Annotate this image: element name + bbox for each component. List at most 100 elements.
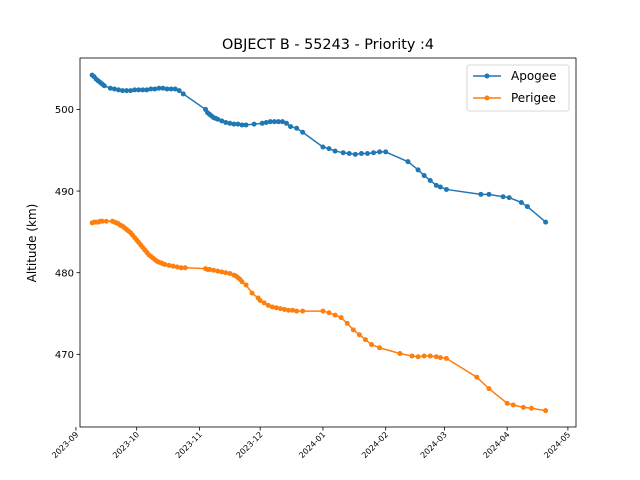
data-point-1-71 [350, 327, 356, 333]
data-point-1-85 [486, 386, 492, 392]
data-point-1-63 [290, 307, 296, 313]
data-point-0-75 [543, 219, 549, 225]
data-point-0-38 [239, 122, 245, 128]
data-point-0-24 [176, 88, 182, 94]
data-point-1-41 [207, 266, 213, 272]
data-point-0-74 [524, 204, 530, 210]
data-point-1-60 [277, 306, 283, 312]
data-point-1-35 [170, 263, 176, 269]
data-point-0-65 [427, 177, 433, 183]
data-point-0-54 [340, 150, 346, 156]
series-0 [89, 72, 549, 225]
data-point-1-81 [433, 354, 439, 360]
data-point-1-68 [332, 312, 338, 318]
data-point-0-13 [132, 87, 138, 93]
data-point-0-53 [332, 148, 338, 154]
data-point-0-11 [124, 88, 130, 94]
data-point-0-73 [518, 200, 524, 205]
data-point-0-7 [107, 85, 113, 91]
data-point-0-39 [243, 122, 249, 128]
data-point-0-22 [168, 86, 174, 92]
data-point-1-82 [437, 355, 443, 361]
legend-item-0: Apogee [473, 69, 557, 83]
data-point-0-37 [235, 121, 241, 127]
data-point-1-74 [369, 342, 375, 348]
data-point-0-46 [279, 119, 285, 125]
data-point-1-51 [239, 279, 245, 285]
data-point-1-44 [219, 269, 225, 275]
data-point-0-51 [320, 144, 326, 150]
data-point-1-77 [409, 353, 415, 359]
data-point-0-12 [128, 88, 134, 94]
data-point-1-37 [178, 265, 184, 271]
data-point-0-9 [115, 87, 121, 93]
data-point-0-20 [160, 85, 166, 91]
data-point-1-80 [427, 353, 433, 359]
data-point-0-55 [346, 151, 352, 157]
data-point-0-32 [215, 116, 221, 122]
legend-swatch-marker-1 [484, 95, 490, 101]
data-point-1-67 [326, 310, 332, 316]
data-point-0-10 [120, 88, 126, 94]
y-tick-label-2: 490 [55, 187, 74, 198]
data-point-1-46 [227, 271, 233, 277]
data-point-1-69 [338, 315, 344, 321]
legend: Apogee Perigee [466, 64, 570, 112]
data-point-0-14 [136, 87, 142, 93]
data-point-0-57 [358, 151, 364, 157]
data-point-1-61 [281, 306, 287, 312]
data-point-0-17 [148, 86, 154, 92]
data-point-0-69 [478, 191, 484, 197]
data-point-0-60 [377, 149, 383, 155]
data-point-1-79 [421, 353, 427, 359]
data-point-1-76 [397, 351, 403, 357]
data-point-1-86 [504, 400, 510, 406]
data-point-1-66 [320, 308, 326, 314]
data-point-0-18 [152, 86, 158, 92]
data-point-0-45 [275, 119, 281, 125]
data-point-1-87 [510, 402, 516, 408]
data-point-0-33 [219, 118, 225, 124]
data-point-0-8 [111, 86, 117, 92]
data-point-1-38 [182, 265, 188, 271]
data-point-0-43 [267, 119, 273, 125]
data-point-1-73 [362, 337, 368, 343]
data-point-1-70 [344, 320, 350, 326]
data-point-0-59 [371, 150, 377, 156]
legend-swatch-marker-0 [484, 73, 490, 79]
legend-item-1: Perigee [473, 91, 556, 105]
data-point-0-15 [140, 87, 146, 93]
data-point-0-41 [259, 120, 265, 126]
data-point-0-6 [101, 83, 107, 89]
data-point-0-16 [144, 87, 150, 93]
data-point-0-19 [156, 85, 162, 91]
data-point-1-57 [265, 302, 271, 308]
data-point-0-35 [227, 120, 233, 126]
data-point-1-58 [269, 304, 275, 310]
data-point-1-64 [294, 308, 300, 314]
data-point-0-44 [271, 119, 277, 125]
data-point-1-36 [174, 264, 180, 270]
data-point-0-58 [364, 151, 370, 157]
data-point-0-67 [437, 184, 443, 190]
data-point-1-65 [300, 308, 306, 314]
data-point-0-34 [223, 119, 229, 125]
data-point-1-62 [286, 307, 292, 313]
data-point-0-49 [294, 125, 300, 131]
data-point-0-50 [300, 129, 306, 135]
legend-label-0: Apogee [511, 69, 557, 83]
data-point-1-34 [166, 262, 172, 268]
y-tick-label-1: 480 [55, 269, 74, 280]
data-point-1-84 [474, 374, 480, 380]
data-point-0-71 [500, 194, 506, 200]
data-point-0-52 [326, 146, 332, 152]
axes-frame [79, 57, 577, 428]
data-point-1-83 [443, 355, 449, 361]
series-1 [89, 218, 549, 414]
data-point-0-63 [415, 167, 421, 173]
data-point-1-53 [249, 290, 255, 296]
data-point-1-75 [377, 345, 383, 351]
data-point-1-33 [162, 262, 168, 268]
data-point-1-78 [415, 354, 421, 360]
data-point-0-42 [263, 119, 269, 125]
